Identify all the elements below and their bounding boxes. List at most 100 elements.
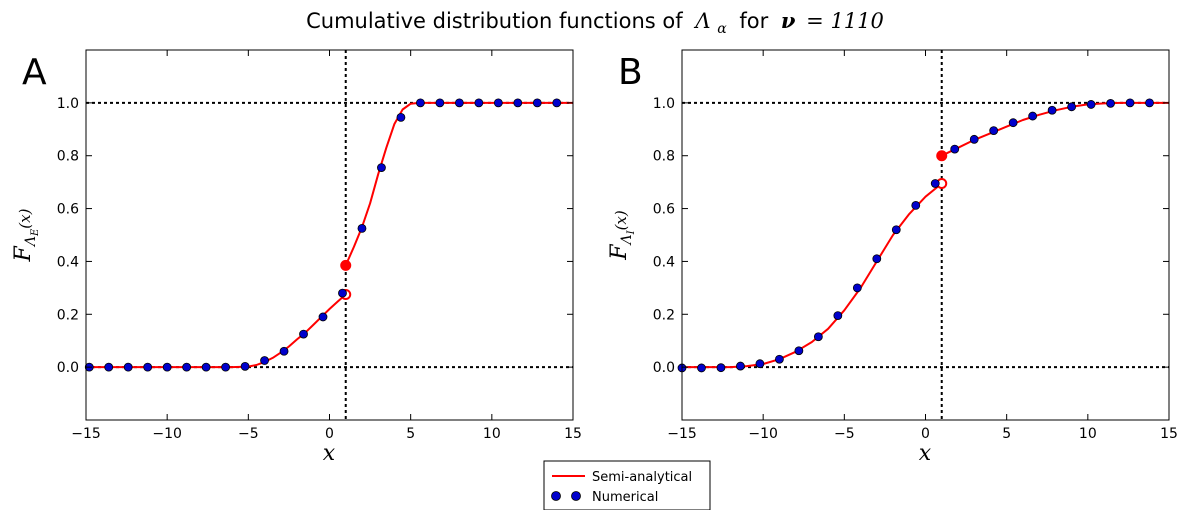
y-axis-label-b: FΛI(x) — [607, 210, 637, 261]
legend-label-numerical: Numerical — [592, 490, 658, 505]
x-axis-label-a: x — [323, 441, 336, 466]
numerical-point — [221, 362, 231, 372]
numerical-point — [357, 223, 367, 233]
x-tick-label: −10 — [748, 426, 778, 442]
numerical-point — [930, 179, 940, 188]
x-tick-label: 0 — [325, 426, 334, 442]
numerical-point — [833, 311, 843, 321]
numerical-point — [532, 98, 542, 108]
numerical-point — [338, 288, 347, 298]
numerical-point — [1086, 100, 1096, 109]
numerical-point — [123, 362, 133, 372]
semi-analytical-curve-1 — [344, 101, 573, 266]
panel-a: A FΛE(x) x −15 −10 −5 0 5 10 15 0.0 0.2 0.4 0.6 0.8… — [11, 49, 582, 466]
numerical-point — [1106, 98, 1115, 108]
legend-marker-1 — [551, 491, 561, 501]
numerical-point — [1047, 105, 1057, 115]
legend-box — [543, 460, 711, 510]
numerical-point — [950, 144, 960, 154]
y-tick-label: 0.4 — [653, 254, 675, 270]
y-tick-label: 0.8 — [57, 149, 79, 165]
numerical-point — [969, 134, 979, 144]
numerical-point — [775, 354, 784, 364]
numerical-point — [416, 98, 425, 108]
x-tick-label: 10 — [483, 426, 501, 442]
numerical-point — [201, 362, 211, 372]
numerical-point — [454, 98, 464, 108]
semi-analytical-curve-0 — [86, 293, 347, 369]
title-nu: ν — [781, 8, 796, 33]
numerical-point — [240, 361, 250, 371]
numerical-point — [1028, 111, 1038, 121]
numerical-point — [872, 254, 882, 264]
title-text: Cumulative distribution functions of — [306, 9, 683, 33]
numerical-point — [697, 363, 706, 373]
x-tick-label: −10 — [152, 426, 182, 442]
numerical-point — [104, 362, 114, 372]
numerical-point — [279, 346, 289, 356]
title-eq: = 1110 — [806, 9, 884, 33]
title-for: for — [739, 9, 768, 33]
legend: Semi-analytical Numerical — [543, 460, 711, 510]
x-tick-label: −15 — [71, 426, 101, 442]
numerical-point — [435, 98, 445, 108]
x-tick-label: −5 — [834, 426, 855, 442]
title-lambda-sub: α — [717, 21, 727, 37]
y-axis-label-a: FΛE(x) — [11, 208, 41, 262]
numerical-point — [852, 283, 862, 293]
x-tick-label: −15 — [667, 426, 697, 442]
numerical-point — [891, 225, 901, 235]
numerical-point — [1008, 118, 1018, 128]
numerical-point — [1125, 98, 1135, 108]
x-tick-label: 5 — [1002, 426, 1011, 442]
jump-filled-marker — [340, 259, 352, 271]
x-axis-label-b: x — [919, 441, 932, 466]
x-tick-label: 15 — [564, 426, 582, 442]
numerical-point — [755, 359, 765, 369]
numerical-point — [552, 98, 562, 108]
y-tick-label: 0.8 — [653, 149, 675, 165]
numerical-point — [989, 126, 999, 136]
y-tick-label: 0.6 — [653, 202, 675, 218]
numerical-point — [143, 362, 153, 372]
numerical-point — [716, 363, 726, 373]
y-tick-label: 0.4 — [57, 254, 79, 270]
x-tick-label: 0 — [921, 426, 930, 442]
numerical-point — [377, 163, 386, 173]
numerical-point — [1145, 98, 1154, 108]
y-tick-label: 0.2 — [653, 307, 675, 323]
numerical-point — [162, 362, 172, 372]
y-tick-label: 1.0 — [653, 96, 675, 112]
x-tick-label: 10 — [1079, 426, 1097, 442]
legend-marker-2 — [571, 491, 581, 501]
jump-filled-marker — [936, 150, 948, 162]
x-tick-label: −5 — [238, 426, 259, 442]
numerical-point — [318, 312, 328, 322]
numerical-point — [260, 356, 269, 365]
title-lambda: Λ — [693, 9, 710, 33]
panel-b: B FΛI(x) x −15 −10 −5 0 5 10 15 0.0 0.2 0.4 0.6 0.8… — [607, 49, 1178, 466]
y-tick-label: 0.2 — [57, 307, 79, 323]
numerical-point — [299, 329, 308, 339]
panel-label-b: B — [618, 52, 643, 93]
x-tick-label: 15 — [1160, 426, 1178, 442]
numerical-point — [736, 361, 745, 371]
numerical-point — [493, 98, 503, 108]
y-tick-label: 0.0 — [57, 360, 79, 376]
numerical-point — [813, 332, 823, 342]
x-tick-label: 5 — [406, 426, 415, 442]
y-tick-label: 0.6 — [57, 202, 79, 218]
semi-analytical-curve-0 — [682, 182, 943, 369]
figure-title: Cumulative distribution functions of Λ α… — [306, 8, 884, 38]
numerical-point — [794, 346, 804, 356]
numerical-point — [182, 362, 192, 372]
y-tick-label: 1.0 — [57, 96, 79, 112]
numerical-point — [911, 200, 921, 210]
legend-label-semi-analytical: Semi-analytical — [592, 470, 692, 485]
numerical-point — [396, 112, 406, 122]
panel-label-a: A — [22, 52, 47, 93]
numerical-point — [474, 98, 484, 108]
numerical-point — [513, 98, 523, 108]
numerical-point — [1067, 102, 1076, 112]
